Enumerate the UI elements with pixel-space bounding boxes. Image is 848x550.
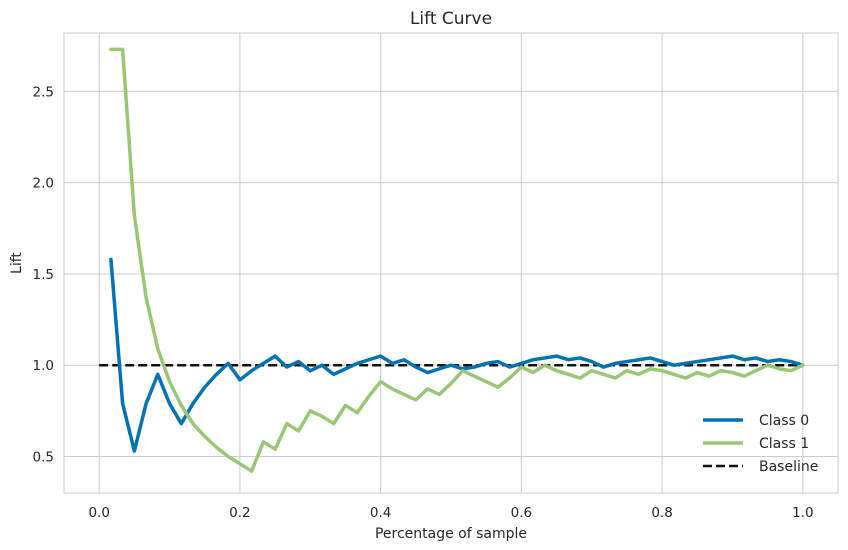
legend-label: Class 1 — [759, 436, 809, 452]
x-axis-label: Percentage of sample — [375, 526, 527, 542]
grid — [64, 33, 838, 493]
y-tick-label: 2.5 — [33, 84, 54, 100]
chart-title: Lift Curve — [410, 9, 492, 29]
x-tick-label: 0.0 — [88, 505, 109, 521]
legend: Class 0 Class 1 Baseline — [703, 413, 818, 475]
plot-area — [63, 32, 839, 494]
x-tick-label: 1.0 — [792, 505, 813, 521]
y-axis-label: Lift — [9, 252, 25, 274]
y-tick-label: 0.5 — [33, 449, 54, 465]
legend-label: Class 0 — [759, 413, 809, 429]
y-tick-label: 2.0 — [33, 176, 54, 192]
x-tick-label: 0.6 — [511, 505, 532, 521]
legend-label: Baseline — [759, 459, 818, 475]
x-tick-label: 0.2 — [229, 505, 250, 521]
series-layer — [99, 47, 805, 473]
y-tick-label: 1.0 — [33, 358, 54, 374]
x-tick-label: 0.4 — [370, 505, 391, 521]
ticks: 0.0 0.2 0.4 0.6 0.8 1.0 0.5 1.0 1.5 2.0 2.5 — [33, 84, 814, 521]
x-tick-label: 0.8 — [651, 505, 672, 521]
series-line-class-1 — [109, 47, 805, 473]
series-line-class-0 — [109, 257, 805, 453]
y-tick-label: 1.5 — [33, 267, 54, 283]
